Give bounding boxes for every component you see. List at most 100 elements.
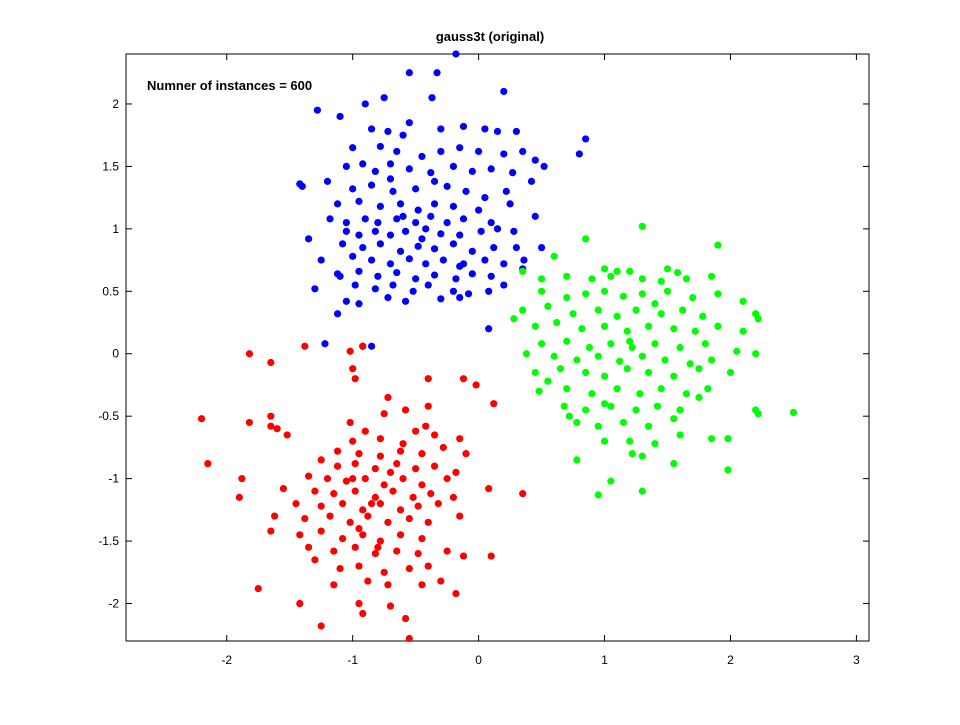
x-tick-label: 3: [853, 653, 860, 667]
scatter-point: [739, 327, 747, 335]
x-tick-label: 0: [475, 653, 482, 667]
scatter-point: [414, 206, 422, 214]
scatter-point: [380, 94, 388, 102]
scatter-point: [374, 272, 382, 280]
scatter-point: [384, 293, 392, 302]
scatter-point: [351, 281, 359, 289]
scatter-point: [449, 202, 458, 210]
scatter-point: [626, 437, 634, 445]
scatter-point: [386, 468, 395, 476]
scatter-point: [582, 235, 590, 243]
scatter-point: [733, 347, 741, 355]
scatter-point: [663, 287, 672, 295]
scatter-point: [355, 231, 363, 239]
scatter-point: [632, 306, 640, 314]
scatter-point: [459, 122, 468, 131]
scatter-point: [333, 447, 342, 455]
scatter-point: [475, 147, 483, 156]
scatter-point: [412, 427, 420, 435]
scatter-point: [573, 356, 581, 364]
scatter-point: [424, 518, 432, 526]
scatter-point: [682, 390, 690, 398]
scatter-point: [305, 543, 313, 551]
scatter-point: [311, 556, 319, 564]
scatter-point: [399, 440, 407, 448]
scatter-point: [367, 181, 376, 189]
scatter-point: [607, 340, 615, 348]
scatter-point: [359, 160, 367, 168]
scatter-point: [349, 144, 357, 152]
scatter-point: [569, 310, 577, 318]
scatter-point: [401, 227, 410, 235]
scatter-point: [657, 277, 665, 285]
scatter-point: [638, 487, 646, 495]
series-1: [510, 222, 798, 499]
scatter-point: [456, 512, 464, 520]
scatter-point: [292, 500, 300, 508]
scatter-point: [452, 275, 460, 283]
scatter-point: [355, 450, 363, 458]
scatter-point: [500, 281, 508, 289]
scatter-point: [686, 360, 694, 368]
scatter-point: [296, 599, 304, 608]
scatter-point: [305, 235, 313, 243]
scatter-point: [342, 297, 350, 305]
scatter-point: [339, 534, 347, 543]
y-tick-label: -1.5: [98, 534, 119, 548]
scatter-point: [384, 393, 392, 402]
scatter-point: [594, 491, 602, 499]
scatter-point: [414, 502, 422, 510]
scatter-point: [661, 356, 669, 364]
scatter-point: [673, 268, 682, 277]
scatter-point: [430, 200, 439, 208]
scatter-point: [351, 543, 359, 551]
scatter-point: [342, 477, 350, 485]
y-tick-label: 1.5: [102, 159, 119, 173]
scatter-point: [726, 368, 735, 377]
scatter-point: [342, 227, 350, 235]
scatter-point: [374, 543, 382, 551]
scatter-point: [588, 275, 596, 283]
scatter-point: [359, 243, 367, 252]
y-tick-label: -0.5: [98, 409, 119, 423]
scatter-point: [204, 460, 212, 468]
scatter-point: [487, 165, 495, 173]
scatter-point: [522, 350, 531, 358]
scatter-point: [427, 490, 435, 498]
scatter-point: [355, 599, 363, 608]
scatter-point: [333, 200, 342, 208]
scatter-point: [600, 437, 609, 445]
scatter-point: [468, 270, 476, 278]
scatter-point: [376, 452, 384, 460]
scatter-point: [298, 182, 306, 190]
scatter-point: [405, 255, 413, 263]
scatter-point: [472, 381, 480, 389]
scatter-point: [651, 300, 659, 308]
scatter-point: [676, 343, 684, 352]
scatter-point: [519, 147, 527, 156]
scatter-point: [437, 295, 445, 303]
scatter-point: [311, 285, 319, 293]
scatter-point: [401, 406, 410, 414]
scatter-point: [493, 225, 502, 233]
scatter-point: [376, 537, 384, 545]
scatter-point: [676, 406, 684, 414]
scatter-point: [359, 506, 367, 514]
scatter-point: [519, 267, 527, 275]
scatter-point: [399, 131, 407, 139]
scatter-point: [575, 150, 583, 158]
scatter-point: [490, 243, 498, 252]
scatter-point: [607, 272, 615, 280]
scatter-point: [456, 262, 464, 270]
scatter-point: [330, 490, 338, 498]
scatter-point: [361, 100, 369, 108]
scatter-point: [600, 265, 609, 273]
x-tick-label: -1: [347, 653, 358, 667]
scatter-point: [317, 502, 325, 510]
scatter-point: [550, 352, 558, 360]
scatter-point: [632, 406, 640, 414]
scatter-point: [619, 418, 628, 427]
scatter-point: [600, 287, 609, 295]
scatter-point: [600, 400, 609, 408]
scatter-point: [739, 297, 747, 305]
